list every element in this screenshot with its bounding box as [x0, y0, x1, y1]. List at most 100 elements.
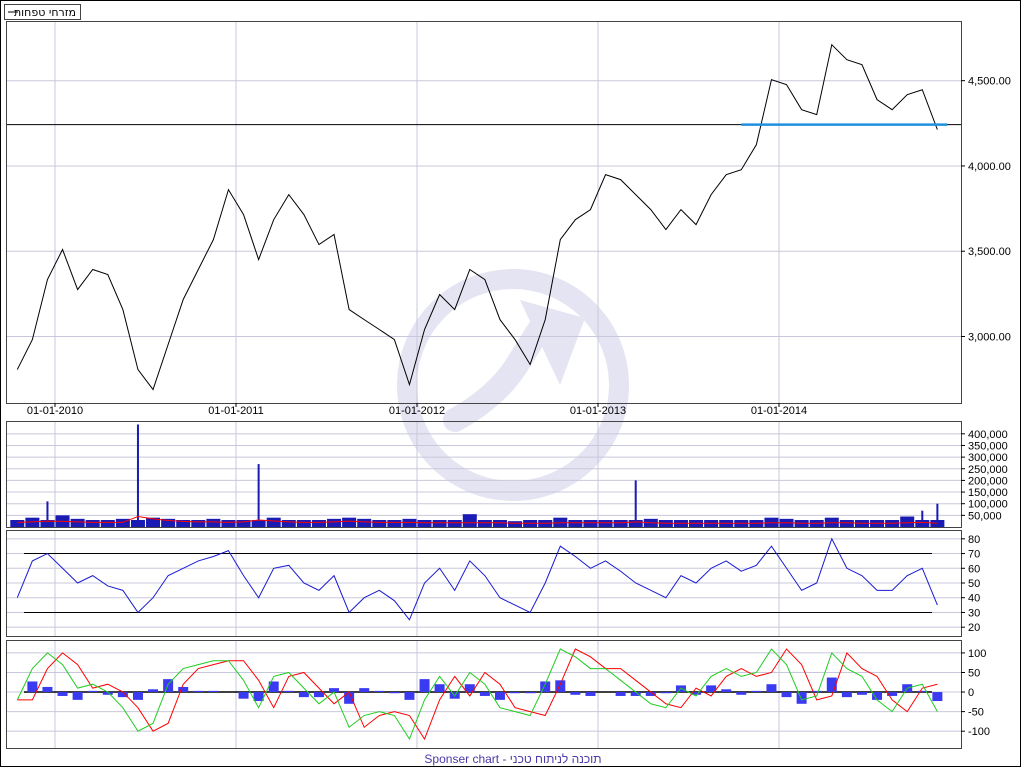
volume-bar [936, 503, 939, 527]
macd-histogram-bar [72, 692, 83, 700]
volume-bar [236, 520, 251, 527]
macd-histogram-bar [27, 681, 38, 693]
macd-histogram-bar [404, 692, 415, 700]
macd-histogram-bar [238, 692, 249, 699]
rsi-y-tick-label: 30 [968, 607, 980, 619]
volume-bar [251, 520, 266, 527]
macd-histogram-bar [283, 690, 294, 693]
price-y-tick-label: 4,000.00 [968, 161, 1011, 173]
volume-bar [447, 520, 462, 527]
volume-y-tick-label: 200,000 [968, 475, 1008, 487]
macd-histogram-bar [766, 684, 777, 693]
macd-histogram-bar [660, 692, 671, 694]
macd-histogram-bar [736, 692, 747, 695]
volume-y-tick-label: 50,000 [968, 510, 1002, 522]
rsi-y-tick-label: 20 [968, 622, 980, 634]
volume-bar [176, 520, 191, 527]
x-tick-label: 01-01-2011 [208, 405, 263, 417]
x-tick-label: 01-01-2013 [570, 405, 626, 417]
volume-bar [477, 520, 492, 527]
volume-bar [634, 480, 637, 527]
volume-bar [342, 517, 357, 527]
price-line [16, 43, 938, 391]
macd-histogram-bar [872, 692, 883, 700]
volume-y-tick-label: 250,000 [968, 464, 1008, 476]
volume-bar [613, 520, 628, 527]
volume-y-tick-label: 150,000 [968, 487, 1008, 499]
macd-histogram-bar [917, 690, 928, 693]
macd-signal-line [17, 648, 938, 741]
volume-bar [583, 520, 598, 527]
macd-histogram-bar [615, 692, 626, 696]
macd-histogram-bar [359, 688, 370, 693]
macd-histogram-bar [826, 677, 837, 693]
macd-histogram-bar [932, 692, 943, 702]
volume-average-line [17, 516, 938, 524]
volume-bar [930, 520, 945, 527]
macd-y-tick-label: 50 [968, 667, 980, 679]
volume-bar [70, 518, 85, 527]
rsi-y-tick-label: 80 [968, 534, 980, 546]
macd-histogram-bar [706, 685, 717, 693]
legend-label: מזרחי טפחות [14, 6, 76, 19]
rsi-y-tick-label: 60 [968, 563, 980, 575]
macd-histogram-bar [87, 690, 98, 693]
macd-y-tick-label: 100 [968, 648, 986, 660]
volume-bar [432, 520, 447, 527]
volume-y-tick-label: 100,000 [968, 499, 1008, 511]
macd-panel-frame [6, 640, 962, 749]
volume-bar [387, 520, 402, 527]
volume-bar [130, 520, 145, 527]
macd-histogram-bar [540, 681, 551, 693]
macd-y-tick-label: -100 [968, 726, 990, 738]
volume-bar [85, 520, 100, 527]
macd-histogram-bar [313, 692, 324, 698]
macd-histogram-bar [856, 692, 867, 695]
price-y-tick-label: 4,500.00 [968, 76, 1011, 88]
rsi-y-tick-label: 40 [968, 593, 980, 605]
macd-histogram-bar [630, 692, 641, 696]
macd-histogram-bar [781, 692, 792, 698]
volume-bar [357, 518, 372, 527]
volume-bar [10, 520, 25, 527]
rsi-y-tick-label: 70 [968, 549, 980, 561]
macd-histogram-bar [887, 692, 898, 696]
volume-bar [221, 520, 236, 527]
volume-bar [46, 501, 49, 527]
macd-histogram-bar [419, 679, 430, 693]
macd-histogram-bar [811, 690, 822, 693]
price-y-tick-label: 3,000.00 [968, 331, 1011, 343]
price-y-tick-label: 3,500.00 [968, 246, 1011, 258]
macd-histogram-bar [585, 692, 596, 696]
macd-y-tick-label: 0 [968, 687, 974, 699]
volume-bar [402, 518, 417, 527]
macd-histogram-bar [570, 692, 581, 695]
volume-y-tick-label: 300,000 [968, 452, 1008, 464]
macd-histogram-bar [525, 692, 536, 694]
macd-histogram-bar [555, 680, 566, 693]
macd-histogram-bar [494, 692, 505, 700]
macd-histogram-bar [148, 689, 159, 693]
volume-bar [372, 520, 387, 527]
volume-bar [281, 520, 296, 527]
macd-histogram-bar [344, 692, 355, 704]
watermark-logo [397, 269, 629, 501]
volume-bar [492, 520, 507, 527]
macd-histogram-bar [434, 684, 445, 693]
footer-credit: Sponser chart - תוכנה לניתוח טכני [424, 752, 601, 766]
volume-bar [266, 517, 281, 527]
macd-histogram-bar [841, 692, 852, 698]
volume-bar [598, 520, 613, 527]
volume-bar [508, 521, 523, 527]
volume-bar [311, 520, 326, 527]
macd-histogram-bar [389, 692, 400, 694]
x-tick-label: 01-01-2014 [751, 405, 807, 417]
macd-histogram-bar [721, 689, 732, 693]
volume-bar [296, 520, 311, 527]
price-panel-frame [6, 21, 962, 404]
macd-histogram-bar [298, 692, 309, 698]
volume-bar [921, 510, 924, 527]
x-tick-label: 01-01-2010 [27, 405, 83, 417]
volume-bar [100, 520, 115, 527]
